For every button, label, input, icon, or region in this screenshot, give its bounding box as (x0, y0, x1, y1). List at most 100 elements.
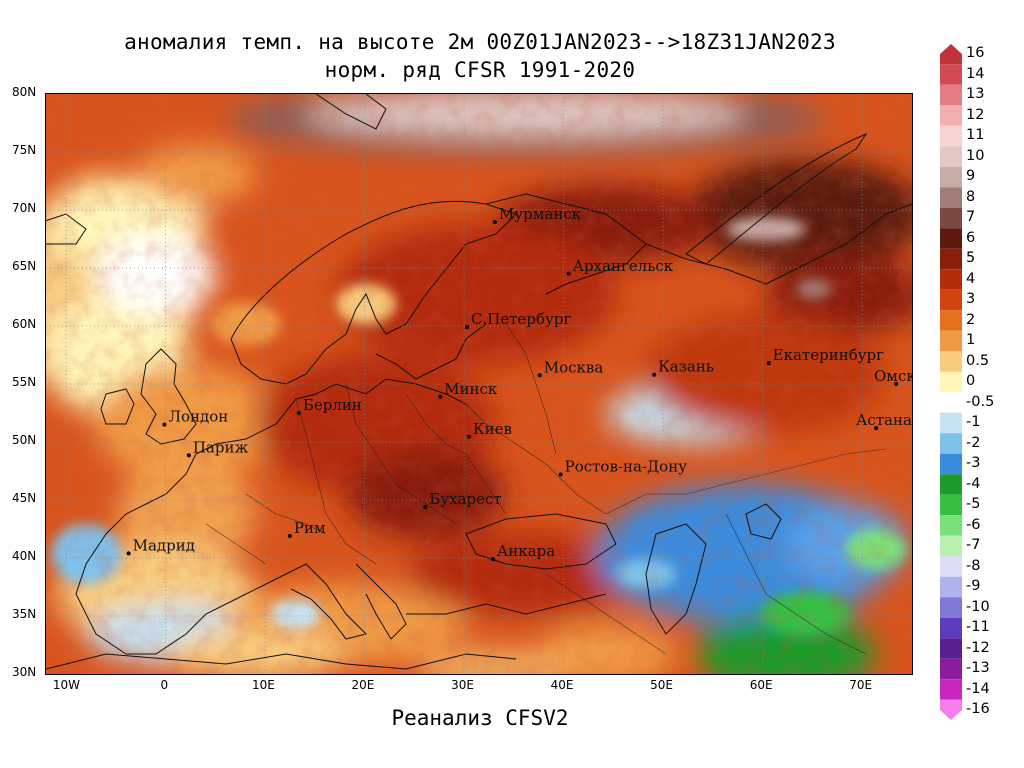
city-label: Екатеринбург (773, 346, 884, 364)
legend-value-label: 5 (966, 250, 976, 266)
city-marker (126, 551, 131, 556)
city-label: С.Петербург (471, 310, 571, 328)
legend-value-label: -0.5 (966, 393, 995, 410)
legend-value-label: -7 (966, 537, 981, 553)
city-label: Анкара (497, 542, 555, 560)
city-label: Омск (874, 367, 912, 385)
legend-value-label: 1 (966, 332, 976, 348)
city-marker (490, 557, 495, 562)
legend-value-label: -12 (966, 639, 990, 656)
color-legend (940, 44, 962, 720)
anomaly-map-canvas: Мурманск Архангельск С.Петербург Москва Каза… (46, 94, 912, 674)
legend-value-label: -13 (966, 660, 990, 676)
legend-swatch (940, 248, 962, 270)
latitude-tick-label: 40N (12, 549, 37, 563)
legend-swatch (940, 392, 962, 413)
legend-value-label: -14 (966, 680, 990, 697)
longitude-tick-label: 70E (849, 678, 873, 692)
legend-value-label: 7 (966, 209, 976, 225)
city-label: Архангельск (573, 257, 674, 275)
legend-value-label: 16 (966, 45, 985, 61)
legend-value-label: 8 (966, 188, 976, 205)
legend-value-label: -5 (966, 496, 981, 512)
map-title: аномалия темп. на высоте 2м 00Z01JAN2023… (124, 30, 836, 54)
city-layer: Мурманск Архангельск С.Петербург Москва Каза… (126, 205, 912, 562)
city-label: Казань (658, 358, 714, 376)
legend-swatch (940, 351, 962, 372)
legend-swatch (940, 310, 962, 331)
legend-swatch (940, 597, 962, 618)
city-marker (537, 373, 542, 378)
legend-swatch (940, 494, 962, 516)
latitude-tick-label: 65N (12, 259, 37, 273)
latitude-tick-label: 60N (12, 317, 37, 331)
city-marker (652, 372, 657, 377)
legend-swatch (940, 84, 962, 106)
legend-swatch (940, 125, 962, 147)
legend-swatch (940, 433, 962, 454)
coastlines (46, 94, 912, 670)
legend-value-label: 11 (966, 127, 985, 143)
legend-value-label: -1 (966, 414, 981, 430)
legend-value-label: -6 (966, 516, 981, 533)
city-label: Москва (544, 358, 604, 376)
legend-value-label: 3 (966, 291, 976, 307)
longitude-tick-label: 0 (160, 678, 169, 692)
legend-swatch (940, 535, 962, 557)
city-marker (162, 422, 167, 427)
legend-top-arrow (940, 44, 962, 54)
city-marker (467, 434, 472, 439)
legend-swatch (940, 679, 962, 700)
longitude-tick-label: 50E (650, 678, 673, 692)
legend-value-label: 0 (966, 373, 976, 389)
latitude-tick-label: 75N (12, 143, 37, 157)
latitude-tick-label: 55N (12, 375, 37, 389)
legend-value-label: 2 (966, 311, 976, 328)
latitude-tick-label: 80N (12, 85, 37, 99)
legend-swatch (940, 412, 962, 434)
longitude-tick-label: 10E (251, 678, 275, 692)
city-label: Париж (193, 438, 249, 456)
longitude-tick-label: 10W (52, 678, 81, 692)
anomaly-map: Мурманск Архангельск С.Петербург Москва Каза… (45, 93, 913, 675)
legend-value-label: -4 (966, 475, 981, 492)
legend-value-label: 9 (966, 168, 976, 184)
city-marker (766, 361, 771, 366)
city-marker (894, 382, 899, 386)
city-label: Ростов-на-Дону (565, 457, 688, 475)
city-label: Минск (444, 380, 498, 398)
city-label: Берлин (303, 396, 362, 414)
legend-value-label: -8 (966, 557, 981, 574)
longitude-tick-label: 40E (550, 678, 574, 692)
longitude-tick-label: 60E (749, 678, 773, 692)
legend-swatch (940, 166, 962, 188)
city-marker (558, 472, 563, 477)
city-marker (465, 325, 470, 330)
legend-swatch (940, 638, 962, 659)
city-label: Мадрид (133, 536, 195, 554)
latitude-tick-label: 45N (12, 491, 37, 505)
longitude-tick-label: 20E (351, 678, 375, 692)
legend-value-label: 10 (966, 147, 985, 164)
legend-swatch (940, 371, 962, 393)
legend-value-label: -11 (966, 619, 990, 635)
legend-swatch (940, 64, 962, 85)
legend-value-label: -2 (966, 434, 981, 451)
city-label: Мурманск (499, 205, 582, 223)
legend-value-label: -9 (966, 578, 981, 594)
legend-swatch (940, 269, 962, 290)
city-marker (423, 504, 428, 509)
latitude-tick-label: 30N (12, 665, 37, 679)
legend-value-label: -16 (966, 701, 990, 717)
city-label: Бухарест (429, 490, 501, 508)
legend-value-label: 14 (966, 65, 985, 82)
legend-value-label: -3 (966, 455, 981, 471)
city-label: Лондон (168, 408, 228, 426)
borders (205, 323, 887, 655)
legend-swatch (940, 228, 962, 249)
legend-value-label: 0.5 (966, 352, 990, 369)
legend-swatch (940, 207, 962, 229)
city-label: Киев (473, 420, 512, 438)
legend-swatch (940, 699, 962, 710)
longitude-tick-label: 30E (451, 678, 474, 692)
